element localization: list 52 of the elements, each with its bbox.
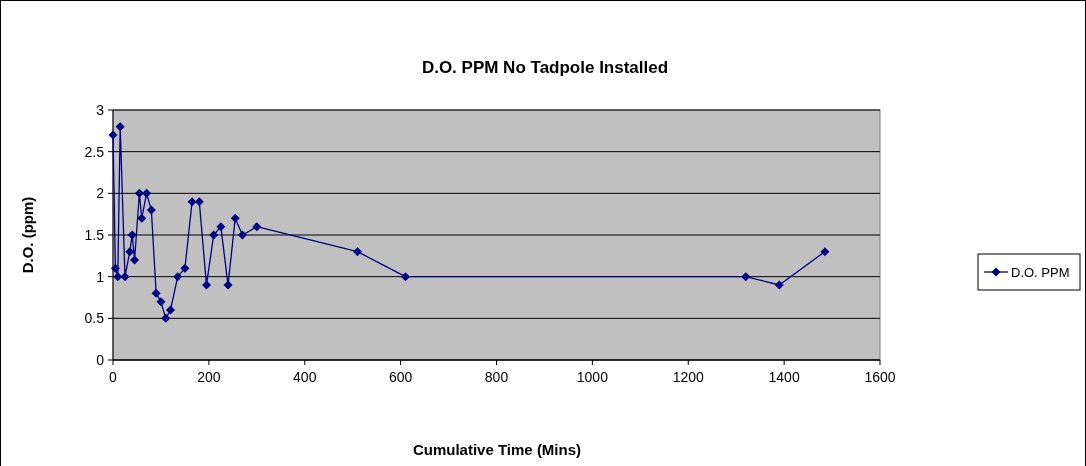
point [187,197,197,207]
point [180,263,190,273]
point [130,255,140,265]
point [201,280,211,290]
x-axis-title: Cumulative Time (Mins) [412,441,582,458]
point [209,230,219,240]
x-tick-label: 200 [197,369,221,385]
point [151,288,161,298]
point [216,222,226,232]
point [230,213,240,223]
point [156,297,166,307]
point [113,272,123,282]
point [237,230,247,240]
point [137,213,147,223]
point [134,188,144,198]
point [741,272,751,282]
point [252,222,262,232]
point [125,247,135,257]
point [127,230,137,240]
x-tick-label: 400 [293,369,317,385]
chart-title: D.O. PPM No Tadpole Installed [421,58,669,77]
y-tick-label: 2 [96,185,105,202]
point [142,188,152,198]
point [161,313,171,323]
y-tick-label: 0 [96,352,105,368]
y-tick-label: 1.5 [84,227,105,243]
x-tick-label: 0 [109,369,118,385]
y-axis-title: D.O. (ppm) [19,196,36,274]
point [115,122,125,132]
y-tick-label: 0.5 [84,310,105,327]
x-tick-label: 800 [484,369,509,385]
y-tick-label: 1 [96,268,105,285]
x-tick-label: 600 [388,369,413,385]
x-tick-label: 1600 [864,369,896,385]
y-tick-label: 2.5 [84,143,105,160]
point [820,247,830,257]
point [223,280,233,290]
x-tick-label: 1400 [768,369,800,385]
point [166,305,176,315]
point [352,247,362,257]
point [173,272,183,282]
legend-label: D.O. PPM [1011,265,1070,280]
point [108,130,118,140]
point [400,272,410,282]
point [110,263,120,273]
point [146,205,156,215]
point [120,272,130,282]
x-tick-label: 1200 [672,369,705,385]
x-tick-label: 1000 [576,369,609,385]
point [774,280,784,290]
y-tick-label: 3 [96,102,105,118]
point [194,197,204,207]
